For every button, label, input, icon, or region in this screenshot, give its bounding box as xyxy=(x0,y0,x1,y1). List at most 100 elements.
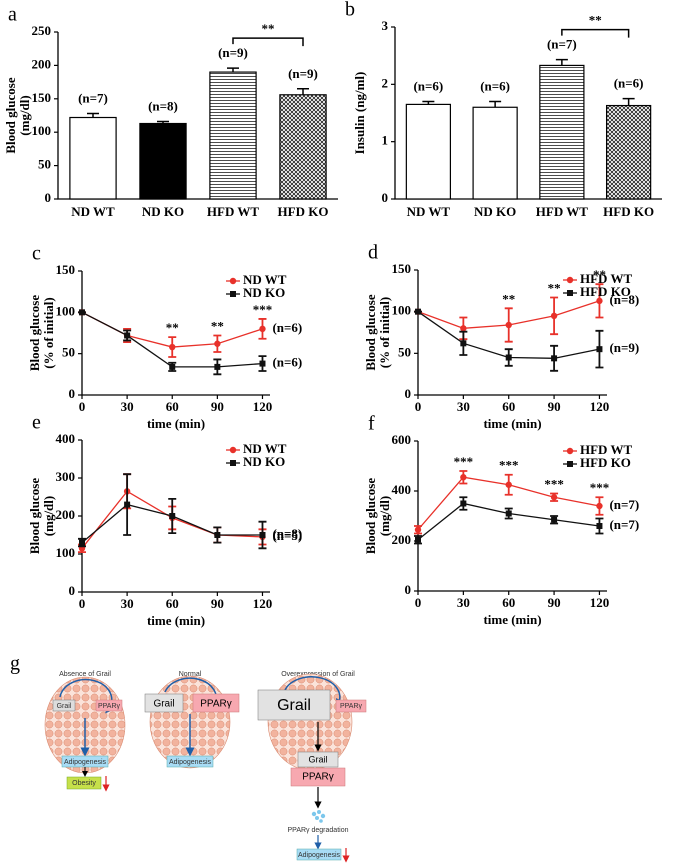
significance-label: ** xyxy=(502,291,515,306)
bar xyxy=(405,103,452,200)
y-tick-label: 400 xyxy=(56,431,76,446)
x-tick-label: HFD WT xyxy=(536,204,588,219)
x-tick-label: 120 xyxy=(253,399,273,414)
y-tick-label: 0 xyxy=(69,583,76,598)
y-tick-label: 100 xyxy=(56,303,76,318)
x-tick-label: 30 xyxy=(457,399,470,414)
point xyxy=(505,321,512,329)
y-tick-label: 1 xyxy=(382,133,389,148)
n-label: (n=9) xyxy=(288,66,318,81)
y-tick-label: 150 xyxy=(56,262,76,277)
point xyxy=(505,481,512,488)
n-label: (n=9) xyxy=(218,45,248,60)
diagram-overexpression: Overexpression of Grail Grail PPARγ Grai… xyxy=(257,671,367,863)
y-tick-label: 150 xyxy=(392,261,412,276)
n-label: (n=8) xyxy=(148,98,178,113)
n-label: (n=6) xyxy=(413,79,443,94)
y-tick-label: 50 xyxy=(398,344,411,359)
point xyxy=(505,354,512,361)
x-tick-label: 60 xyxy=(166,399,179,414)
error-bar xyxy=(297,88,309,95)
diagram-normal: Normal Grail PPARγ Adipogenesis xyxy=(144,671,240,769)
point xyxy=(415,308,421,315)
n-label: (n=8) xyxy=(609,292,639,307)
point xyxy=(415,536,421,543)
legend-marker xyxy=(566,447,574,455)
x-axis-label: time (min) xyxy=(483,612,541,627)
legend-label: HFD WT xyxy=(580,442,632,457)
significance-label: ** xyxy=(589,13,602,28)
y-tick-label: 600 xyxy=(392,432,412,447)
point xyxy=(551,516,558,523)
n-label: (n=8) xyxy=(272,526,302,541)
y-tick-label: 150 xyxy=(32,90,52,105)
y-tick-label: 100 xyxy=(56,545,76,560)
error-bar xyxy=(489,100,502,108)
obesity-box xyxy=(66,776,102,790)
y-tick-label: 0 xyxy=(405,582,412,597)
legend-label: HFD KO xyxy=(580,284,631,299)
diagram-title: Normal xyxy=(179,671,202,678)
error-bar xyxy=(227,67,239,73)
y-axis-label: Blood glucose xyxy=(363,294,378,370)
diagram-title: Absence of Grail xyxy=(59,671,111,678)
error-bar xyxy=(87,112,99,118)
point xyxy=(414,526,422,533)
adipogenesis-box xyxy=(166,755,214,768)
y-tick-label: 300 xyxy=(56,469,76,484)
x-tick-label: 90 xyxy=(211,399,224,414)
n-label: (n=5) xyxy=(272,528,302,543)
cycle-arrow xyxy=(284,676,345,709)
bar xyxy=(539,64,585,200)
adipogenesis-box xyxy=(296,848,342,861)
axes xyxy=(417,270,607,396)
panel-label: e xyxy=(32,412,41,434)
x-tick-label: 30 xyxy=(457,595,470,610)
adipogenesis-label: Adipogenesis xyxy=(169,759,212,766)
significance-bracket xyxy=(232,37,304,47)
complex-ppar-label: PPARγ xyxy=(302,772,334,783)
x-tick-label: ND WT xyxy=(71,204,115,219)
panel-label: g xyxy=(10,653,20,675)
legend-marker xyxy=(229,446,237,454)
axes xyxy=(81,440,270,593)
degradation-fragments xyxy=(311,810,326,823)
degradation-label: PPARγ degradation xyxy=(288,827,349,834)
error-bar xyxy=(157,120,169,124)
bar xyxy=(605,104,652,200)
adipogenesis-label: Adipogenesis xyxy=(298,852,341,859)
point xyxy=(124,332,131,339)
x-tick-label: 120 xyxy=(253,596,273,611)
x-tick-label: 30 xyxy=(121,596,134,611)
x-axis-label: time (min) xyxy=(147,613,205,628)
y-tick-label: 250 xyxy=(32,23,52,38)
point xyxy=(550,494,558,501)
x-axis-label: time (min) xyxy=(483,416,541,431)
x-tick-label: 0 xyxy=(415,595,422,610)
legend-label: ND WT xyxy=(243,272,287,287)
x-tick-label: HFD KO xyxy=(278,204,329,219)
bar xyxy=(209,71,257,200)
x-tick-label: 120 xyxy=(590,595,610,610)
point xyxy=(259,360,266,367)
x-axis-label: time (min) xyxy=(147,416,205,431)
ppar-box xyxy=(192,693,240,713)
x-tick-label: 60 xyxy=(166,596,179,611)
significance-label: *** xyxy=(454,454,474,469)
point xyxy=(460,500,467,507)
point xyxy=(214,532,221,538)
y-axis-label: Blood glucose xyxy=(3,77,18,153)
obesity-label: Obesity xyxy=(72,780,96,787)
grail-label: Grail xyxy=(153,699,174,710)
legend-label: HFD WT xyxy=(580,271,632,286)
bar xyxy=(472,106,518,200)
error-bar xyxy=(555,58,568,66)
point xyxy=(214,340,221,347)
significance-label: ** xyxy=(593,267,606,282)
significance-bracket xyxy=(561,28,630,38)
significance-label: *** xyxy=(499,458,519,473)
error-bar xyxy=(422,100,435,105)
